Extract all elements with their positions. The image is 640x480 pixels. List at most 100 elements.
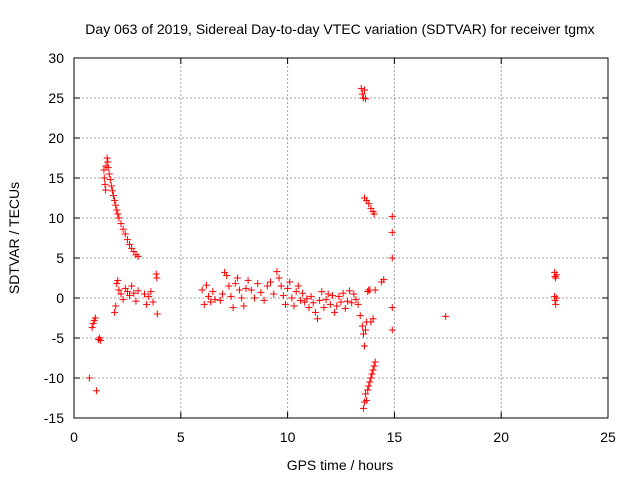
data-point	[388, 326, 396, 334]
y-tick-label: 0	[56, 290, 64, 306]
data-point	[307, 292, 315, 300]
data-point	[117, 290, 125, 298]
data-point	[143, 300, 151, 308]
data-point	[223, 272, 231, 280]
data-point	[364, 386, 372, 394]
data-point	[388, 212, 396, 220]
data-point	[85, 374, 93, 382]
data-point	[134, 252, 142, 260]
data-point	[388, 304, 396, 312]
data-point	[231, 280, 239, 288]
data-points	[85, 84, 561, 412]
data-point	[328, 292, 336, 300]
data-point	[553, 271, 561, 279]
data-point	[97, 336, 105, 344]
data-point	[112, 302, 120, 310]
x-tick-label: 10	[280, 429, 296, 445]
y-tick-label: 30	[48, 50, 64, 66]
data-point	[346, 287, 354, 295]
data-point	[337, 298, 345, 306]
data-point	[128, 282, 136, 290]
grid	[74, 58, 608, 418]
data-point	[103, 154, 111, 162]
data-point	[209, 288, 217, 296]
data-point	[108, 187, 116, 195]
data-point	[343, 297, 351, 305]
data-point	[551, 272, 559, 280]
data-point	[216, 296, 224, 304]
y-tick-label: 25	[48, 90, 64, 106]
data-point	[123, 288, 131, 296]
data-point	[369, 315, 377, 323]
y-tick-label: 10	[48, 210, 64, 226]
data-point	[292, 288, 300, 296]
data-point	[314, 315, 322, 323]
data-point	[290, 302, 298, 310]
data-point	[553, 294, 561, 302]
data-point	[369, 366, 377, 374]
data-point	[371, 286, 379, 294]
data-point	[257, 288, 265, 296]
x-tick-label: 20	[493, 429, 509, 445]
data-point	[117, 220, 125, 228]
data-point	[119, 296, 127, 304]
data-point	[200, 300, 208, 308]
y-tick-label: 5	[56, 250, 64, 266]
data-point	[311, 308, 319, 316]
data-point	[238, 294, 246, 302]
chart-title: Day 063 of 2019, Sidereal Day-to-day VTE…	[85, 21, 594, 37]
data-point	[366, 378, 374, 386]
data-point	[352, 296, 360, 304]
data-point	[107, 182, 115, 190]
data-point	[119, 225, 127, 233]
data-point	[202, 281, 210, 289]
data-point	[263, 282, 271, 290]
data-point	[362, 95, 370, 103]
x-tick-label: 5	[177, 429, 185, 445]
data-point	[140, 290, 148, 298]
data-point	[305, 304, 313, 312]
data-point	[294, 282, 302, 290]
data-point	[229, 304, 237, 312]
data-point	[100, 174, 108, 182]
data-point	[267, 278, 275, 286]
data-point	[132, 297, 140, 305]
data-point	[89, 320, 97, 328]
data-point	[270, 290, 278, 298]
data-point	[147, 288, 155, 296]
y-tick-label: -5	[52, 330, 65, 346]
data-point	[299, 289, 307, 297]
data-point	[284, 284, 292, 292]
y-axis-title: SDTVAR / TECUs	[6, 182, 22, 294]
data-point	[362, 390, 370, 398]
data-point	[111, 196, 119, 204]
x-tick-label: 15	[387, 429, 403, 445]
data-point	[350, 290, 358, 298]
data-point	[149, 298, 157, 306]
data-point	[357, 84, 365, 92]
data-point	[102, 186, 110, 194]
data-point	[114, 276, 122, 284]
data-point	[442, 312, 450, 320]
data-point	[335, 292, 343, 300]
data-point	[134, 287, 142, 295]
data-point	[233, 274, 241, 282]
x-axis: 0 5 10 15 20 25	[70, 58, 616, 445]
data-point	[198, 286, 206, 294]
data-point	[106, 176, 114, 184]
data-point	[365, 382, 373, 390]
data-point	[348, 299, 356, 307]
data-point	[322, 296, 330, 304]
y-tick-label: 15	[48, 170, 64, 186]
data-point	[359, 404, 367, 412]
data-point	[359, 330, 367, 338]
data-point	[356, 312, 364, 320]
data-point	[225, 282, 233, 290]
data-point	[254, 280, 262, 288]
data-point	[244, 276, 252, 284]
data-point	[260, 296, 268, 304]
data-point	[365, 200, 373, 208]
data-point	[123, 236, 131, 244]
